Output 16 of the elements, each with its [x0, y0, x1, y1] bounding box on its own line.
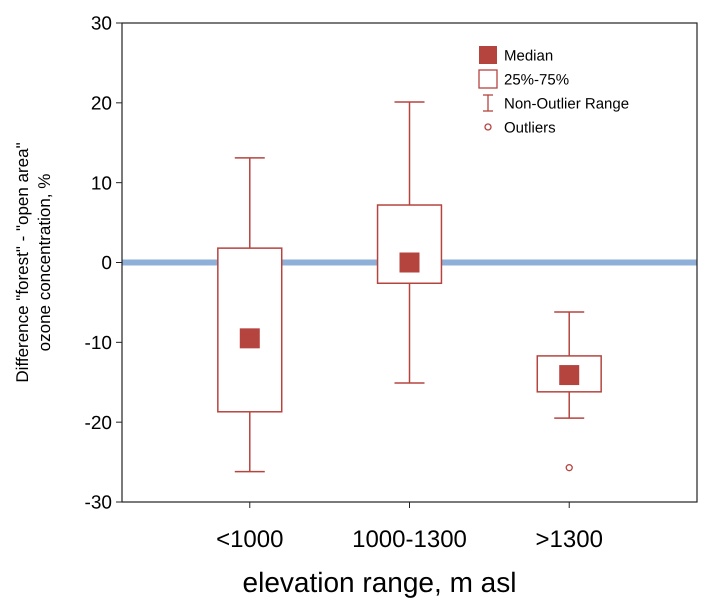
x-tick-label: 1000-1300 — [352, 526, 467, 553]
annotation: Non-Outlier Range — [504, 95, 630, 112]
y-axis-title: Difference "forest" - "open area" ozone concentration, % — [13, 142, 54, 383]
y-tick-label: -20 — [84, 412, 112, 434]
x-axis-title: elevation range, m asl — [242, 567, 516, 598]
y-tick-label: -30 — [84, 492, 112, 514]
y-tick-label: 20 — [90, 93, 112, 114]
y-tick-label: 10 — [90, 173, 112, 194]
x-tick-label: >1300 — [536, 526, 603, 553]
y-tick-label: 30 — [90, 14, 112, 35]
annotation: Outliers — [504, 119, 556, 136]
y-tick-label: 0 — [101, 253, 112, 274]
x-tick-label: <1000 — [216, 526, 284, 553]
y-tick-label: -10 — [84, 332, 112, 354]
annotation: Median — [504, 47, 554, 64]
annotation: 25%-75% — [504, 71, 570, 88]
